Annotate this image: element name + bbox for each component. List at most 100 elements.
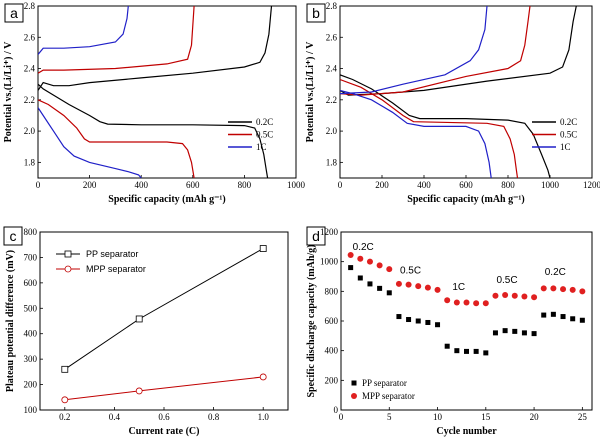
- x-tick-label: 200: [83, 180, 97, 190]
- panel-label: d: [312, 228, 320, 244]
- legend-label: 0.5C: [560, 130, 577, 140]
- data-point: [464, 348, 469, 354]
- y-tick-label: 0: [334, 405, 339, 415]
- data-point: [386, 266, 393, 273]
- data-point: [348, 265, 354, 271]
- legend-label: MPP separator: [86, 264, 146, 274]
- data-point: [396, 314, 402, 320]
- series-discharge-curve: [38, 99, 195, 178]
- panel-label-box: [306, 226, 326, 246]
- data-point: [569, 286, 576, 293]
- panel-label: a: [10, 5, 18, 21]
- data-point: [395, 280, 402, 287]
- data-point: [377, 285, 383, 291]
- series-charge-curve: [340, 6, 488, 95]
- data-point: [259, 373, 267, 381]
- series-charge-curve: [38, 6, 273, 91]
- y-tick-label: 600: [325, 316, 339, 326]
- x-tick-label: 1000: [541, 180, 560, 190]
- panel-d: [306, 226, 593, 411]
- series-discharge-curve: [38, 83, 269, 178]
- data-point: [405, 281, 412, 288]
- data-point: [61, 396, 69, 404]
- legend-marker: [64, 250, 72, 258]
- data-point: [560, 314, 566, 320]
- data-point: [473, 300, 480, 307]
- data-point: [502, 328, 508, 334]
- data-point: [531, 331, 537, 337]
- data-point: [259, 245, 267, 252]
- data-point: [492, 292, 499, 299]
- rate-annotation: 0.2C: [353, 242, 374, 253]
- y-tick-label: 2.6: [326, 32, 338, 42]
- legend-label: 1C: [256, 142, 267, 152]
- data-point: [435, 322, 441, 328]
- data-point: [473, 348, 479, 354]
- series-discharge-curve: [340, 78, 519, 178]
- data-point: [550, 311, 556, 317]
- data-point: [531, 294, 538, 301]
- legend-label: PP separator: [86, 249, 138, 259]
- data-point: [492, 330, 498, 336]
- y-tick-label: 200: [325, 375, 339, 385]
- data-point: [61, 365, 69, 373]
- legend-label: 0.2C: [560, 117, 577, 127]
- data-point: [367, 281, 373, 287]
- y-tick-label: 2.0: [24, 126, 36, 136]
- series-charge-curve: [38, 6, 195, 74]
- x-tick-label: 0: [36, 180, 41, 190]
- x-tick-label: 10: [433, 412, 443, 422]
- data-point: [444, 297, 451, 304]
- series-charge-curve: [340, 6, 531, 96]
- x-tick-label: 0.4: [109, 412, 121, 422]
- panel-a: [4, 3, 297, 179]
- y-tick-label: 1.8: [326, 157, 338, 167]
- data-point: [386, 290, 392, 296]
- legend-label: PP separator: [362, 378, 407, 388]
- data-point: [570, 316, 576, 322]
- y-axis-label: Specific discharge capacity (mAh/g): [306, 244, 317, 397]
- data-point: [579, 317, 585, 323]
- data-point: [483, 350, 489, 356]
- data-point: [444, 343, 450, 349]
- y-axis-label: Plateau potential difference (mV): [5, 250, 16, 392]
- rate-annotation: 0.5C: [400, 266, 421, 277]
- y-tick-label: 1200: [320, 227, 339, 237]
- legend-marker: [351, 380, 357, 386]
- data-point: [347, 251, 354, 258]
- data-point: [521, 293, 528, 300]
- y-tick-label: 300: [24, 354, 38, 364]
- data-point: [424, 284, 431, 291]
- x-axis-label: Specific capacity (mAh g⁻¹): [407, 194, 524, 205]
- data-point: [579, 288, 586, 295]
- y-tick-label: 2.8: [24, 1, 36, 11]
- y-axis-label: Potential vs.(Li/Li⁺) / V: [305, 41, 316, 142]
- x-tick-label: 25: [578, 412, 588, 422]
- y-tick-label: 2.8: [326, 1, 338, 11]
- panel-label-box: [4, 3, 24, 23]
- legend-label: 0.5C: [256, 130, 273, 140]
- x-tick-label: 15: [481, 412, 491, 422]
- x-tick-label: 0.2: [59, 412, 70, 422]
- legend-marker: [64, 265, 72, 273]
- panel-label-box: [306, 3, 326, 23]
- legend-label: MPP separator: [362, 391, 415, 401]
- data-point: [415, 318, 421, 324]
- series-discharge-curve: [340, 89, 492, 178]
- x-tick-label: 600: [459, 180, 473, 190]
- x-tick-label: 1200: [583, 180, 600, 190]
- y-tick-label: 400: [325, 346, 339, 356]
- data-point: [502, 292, 509, 299]
- data-point: [521, 330, 527, 336]
- legend-label: 1C: [560, 142, 571, 152]
- y-tick-label: 200: [24, 380, 38, 390]
- legend-label: 0.2C: [256, 117, 273, 127]
- series-discharge-curve: [38, 107, 142, 178]
- data-point: [540, 285, 547, 292]
- y-tick-label: 800: [24, 227, 38, 237]
- rate-annotation: 0.2C: [545, 267, 566, 278]
- x-tick-label: 400: [134, 180, 148, 190]
- x-tick-label: 200: [375, 180, 389, 190]
- data-point: [550, 285, 557, 292]
